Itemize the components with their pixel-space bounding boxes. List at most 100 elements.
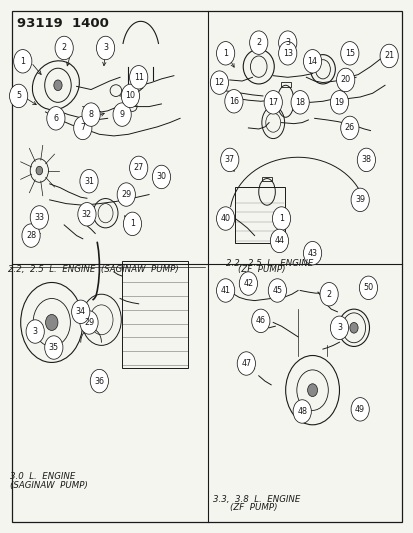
Circle shape — [45, 314, 58, 330]
Text: 19: 19 — [334, 98, 344, 107]
Text: 1: 1 — [223, 49, 228, 58]
Text: 2: 2 — [62, 44, 66, 52]
Circle shape — [216, 279, 234, 302]
Bar — [262, 177, 271, 181]
Circle shape — [129, 156, 147, 180]
Circle shape — [71, 300, 90, 324]
Text: 35: 35 — [49, 343, 59, 352]
Circle shape — [307, 384, 317, 397]
Circle shape — [290, 91, 309, 114]
Circle shape — [210, 71, 228, 94]
Text: 21: 21 — [383, 52, 393, 60]
Circle shape — [349, 322, 357, 333]
Circle shape — [272, 207, 290, 230]
Text: 7: 7 — [80, 124, 85, 132]
Text: 2.2,  2.5  L.  ENGINE  (SAGINAW  PUMP): 2.2, 2.5 L. ENGINE (SAGINAW PUMP) — [8, 265, 178, 274]
Circle shape — [358, 276, 377, 300]
Circle shape — [22, 224, 40, 247]
Text: 3: 3 — [33, 327, 38, 336]
Text: 8: 8 — [88, 110, 93, 119]
Circle shape — [330, 91, 348, 114]
Circle shape — [80, 311, 98, 334]
Circle shape — [303, 50, 321, 73]
Text: (ZF  PUMP): (ZF PUMP) — [237, 265, 285, 274]
Text: (ZF  PUMP): (ZF PUMP) — [229, 503, 277, 512]
Circle shape — [123, 212, 141, 236]
Circle shape — [270, 229, 288, 253]
Text: 46: 46 — [255, 317, 265, 325]
Text: 13: 13 — [282, 49, 292, 58]
Text: 18: 18 — [294, 98, 304, 107]
Text: 1: 1 — [278, 214, 283, 223]
Circle shape — [113, 103, 131, 126]
Text: 26: 26 — [344, 124, 354, 132]
Text: 20: 20 — [340, 76, 350, 84]
Text: 34: 34 — [76, 308, 85, 316]
Text: 3.3,  3.8  L.  ENGINE: 3.3, 3.8 L. ENGINE — [213, 495, 300, 504]
Text: 31: 31 — [84, 177, 94, 185]
Text: 33: 33 — [34, 213, 44, 222]
Circle shape — [350, 398, 368, 421]
Circle shape — [330, 316, 348, 340]
Text: 11: 11 — [133, 73, 143, 82]
Text: 39: 39 — [354, 196, 364, 204]
Circle shape — [278, 31, 296, 54]
Circle shape — [224, 90, 242, 113]
Circle shape — [82, 103, 100, 126]
Circle shape — [121, 84, 139, 108]
Circle shape — [96, 36, 114, 60]
Circle shape — [278, 42, 296, 65]
Text: 29: 29 — [121, 190, 131, 199]
Circle shape — [239, 272, 257, 295]
Circle shape — [30, 206, 48, 229]
Circle shape — [14, 50, 32, 73]
Text: 41: 41 — [220, 286, 230, 295]
Circle shape — [379, 44, 397, 68]
Text: 12: 12 — [214, 78, 224, 87]
Text: 14: 14 — [307, 57, 317, 66]
Text: 28: 28 — [26, 231, 36, 240]
Text: 49: 49 — [354, 405, 364, 414]
Circle shape — [350, 188, 368, 212]
Circle shape — [263, 91, 282, 114]
Circle shape — [268, 279, 286, 302]
Text: 3: 3 — [336, 324, 341, 332]
Text: 37: 37 — [224, 156, 234, 164]
Circle shape — [36, 166, 43, 175]
Circle shape — [216, 42, 234, 65]
Text: 47: 47 — [241, 359, 251, 368]
Text: 9: 9 — [119, 110, 124, 119]
Text: 6: 6 — [53, 114, 58, 123]
Text: 3: 3 — [103, 44, 108, 52]
Circle shape — [251, 309, 269, 333]
Circle shape — [356, 148, 375, 172]
Circle shape — [54, 80, 62, 91]
Text: 43: 43 — [307, 249, 317, 257]
Circle shape — [80, 169, 98, 193]
Text: 48: 48 — [297, 407, 306, 416]
Circle shape — [319, 282, 337, 306]
Circle shape — [26, 320, 44, 343]
Bar — [280, 82, 290, 87]
Text: 30: 30 — [156, 173, 166, 181]
Text: 5: 5 — [16, 92, 21, 100]
Text: 29: 29 — [84, 318, 94, 327]
Text: 50: 50 — [363, 284, 373, 292]
Circle shape — [340, 116, 358, 140]
Circle shape — [78, 203, 96, 226]
Circle shape — [47, 107, 65, 130]
Circle shape — [9, 84, 28, 108]
Text: 15: 15 — [344, 49, 354, 58]
Text: 45: 45 — [272, 286, 282, 295]
Text: 93119  1400: 93119 1400 — [17, 17, 108, 30]
Circle shape — [336, 68, 354, 92]
Circle shape — [292, 400, 311, 423]
Text: 36: 36 — [94, 377, 104, 385]
Circle shape — [117, 183, 135, 206]
Text: 40: 40 — [220, 214, 230, 223]
Text: 3.0  L.  ENGINE: 3.0 L. ENGINE — [10, 472, 76, 481]
Text: 1: 1 — [130, 220, 135, 228]
Text: 2: 2 — [256, 38, 261, 47]
Circle shape — [90, 369, 108, 393]
Text: 2.2,  2.5  L.  ENGINE: 2.2, 2.5 L. ENGINE — [225, 259, 312, 268]
